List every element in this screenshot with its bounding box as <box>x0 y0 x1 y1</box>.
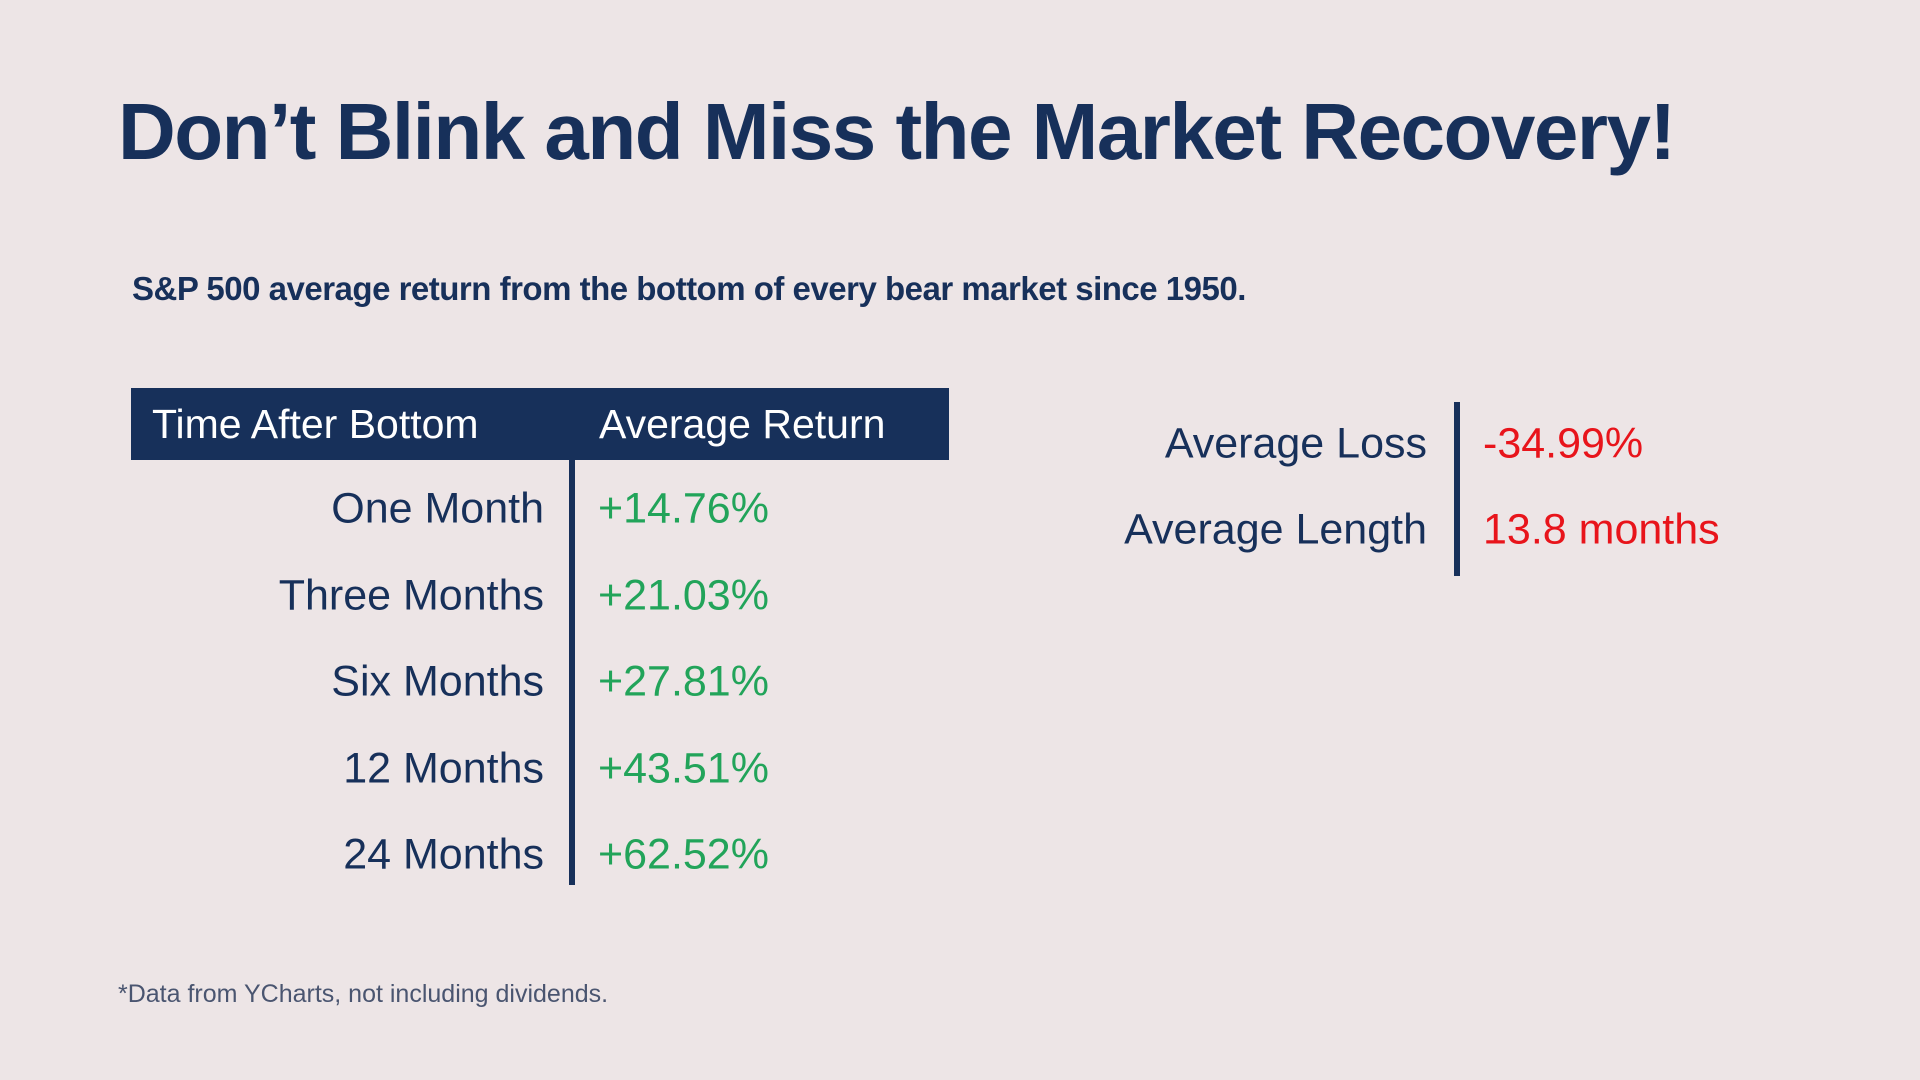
row-label: Three Months <box>278 571 544 619</box>
row-label: 12 Months <box>343 744 544 792</box>
table-divider <box>569 460 575 885</box>
row-value: +27.81% <box>598 657 769 706</box>
stat-value: 13.8 months <box>1483 505 1720 554</box>
subtitle: S&P 500 average return from the bottom o… <box>132 270 1246 307</box>
stat-value: -34.99% <box>1483 419 1644 468</box>
stat-label: Average Loss <box>1164 419 1427 468</box>
row-label: Six Months <box>331 657 544 706</box>
header-cell: Average Return <box>599 401 886 447</box>
header-cell: Time After Bottom <box>152 401 479 447</box>
row-value: +62.52% <box>598 830 769 879</box>
table-header: Time After Bottom Average Return <box>131 388 949 460</box>
row-label: 24 Months <box>343 830 544 879</box>
row-value: +14.76% <box>598 484 769 533</box>
footnote: *Data from YCharts, not including divide… <box>118 980 609 1008</box>
stats-divider <box>1454 402 1460 576</box>
row-value: +43.51% <box>598 744 769 792</box>
row-value: +21.03% <box>598 571 769 619</box>
stat-label: Average Length <box>1124 505 1427 554</box>
row-label: One Month <box>331 484 544 533</box>
title: Don’t Blink and Miss the Market Recovery… <box>118 87 1676 176</box>
